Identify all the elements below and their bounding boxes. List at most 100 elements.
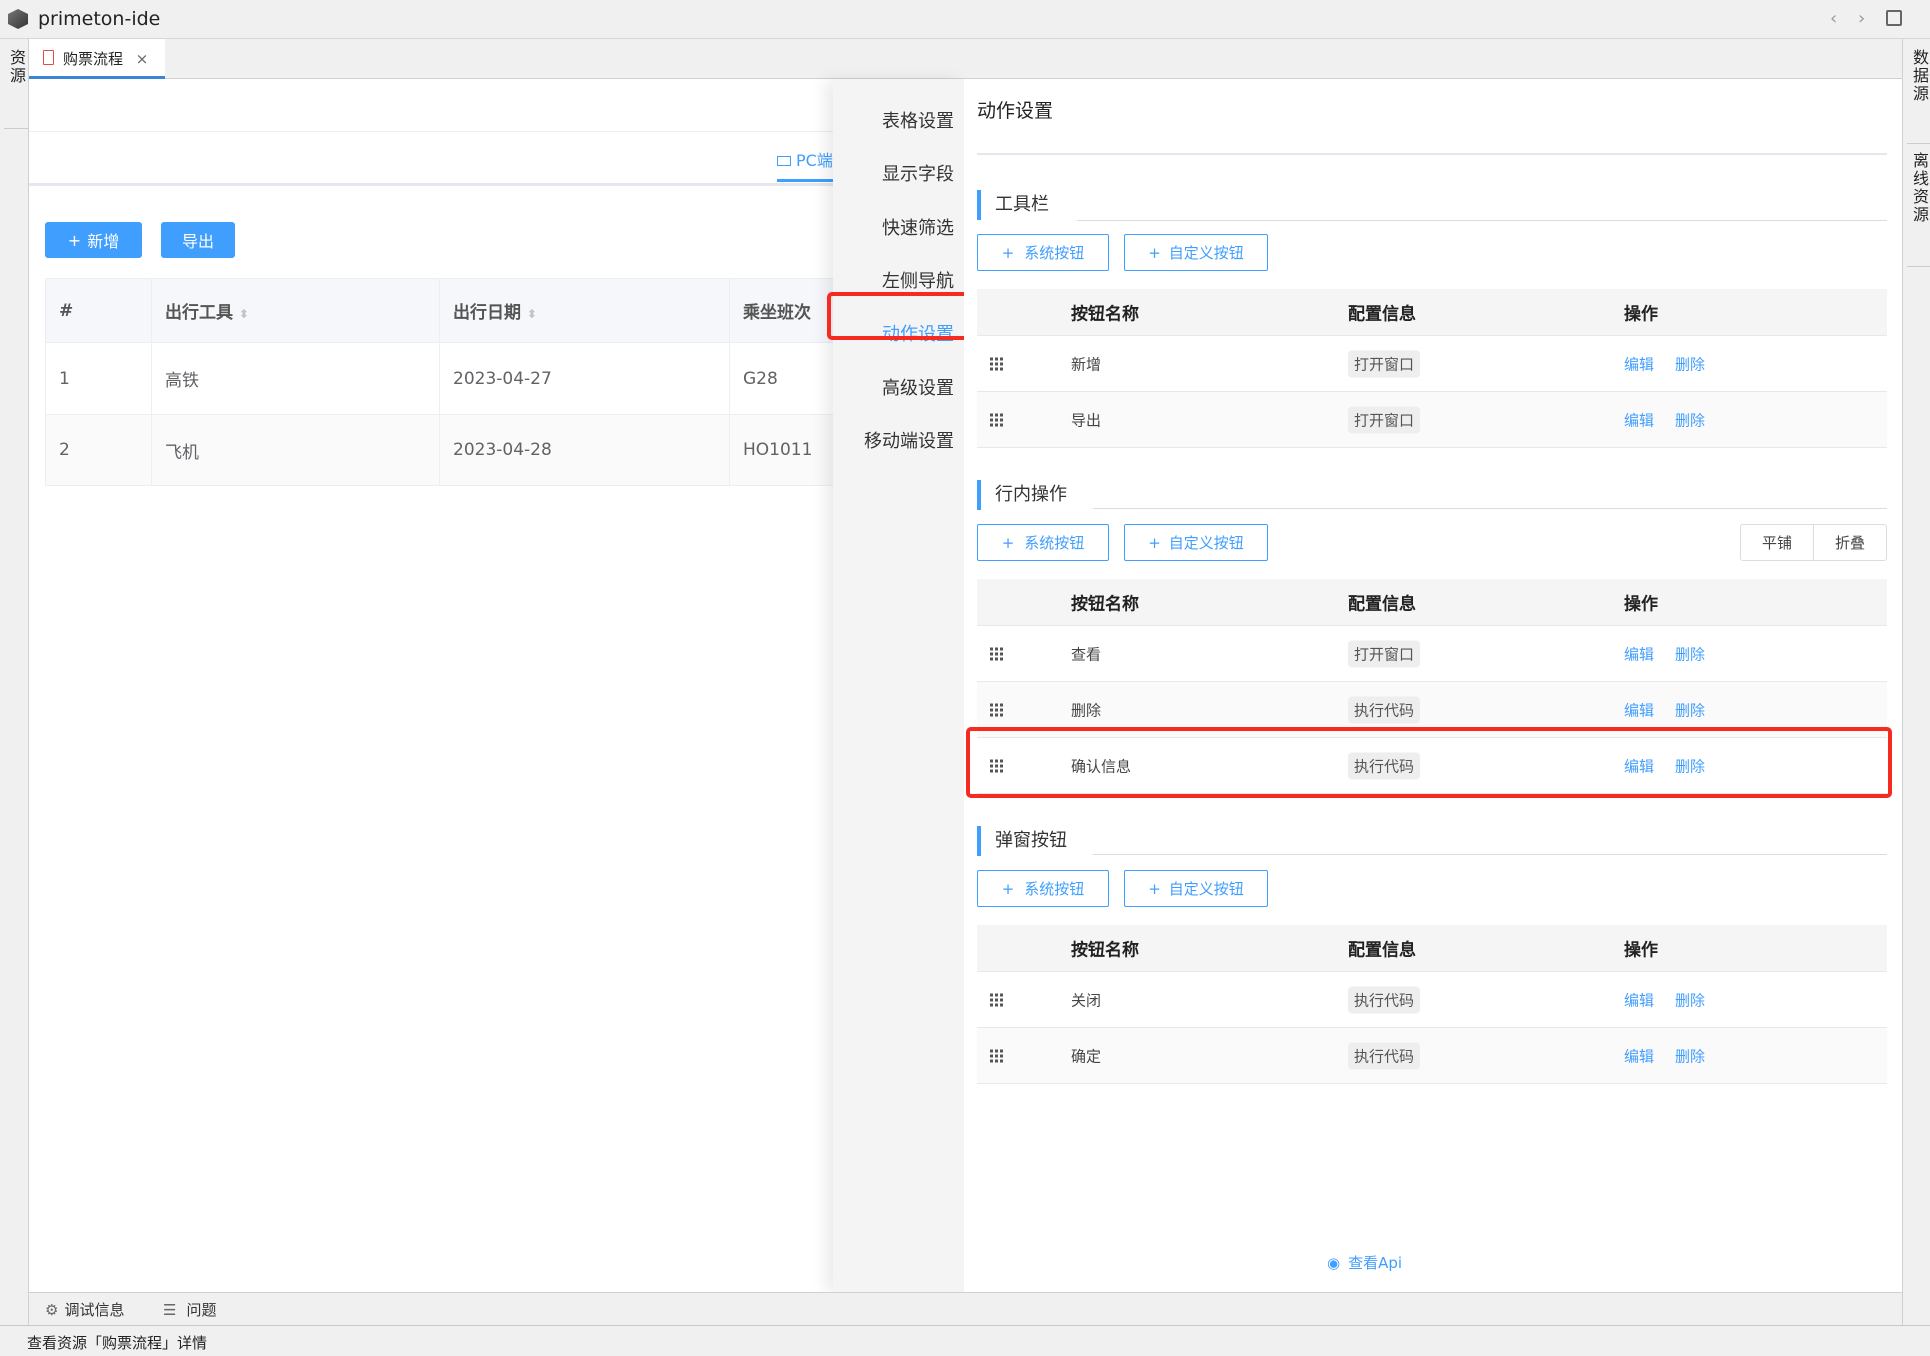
add-label: 新增 xyxy=(87,232,120,251)
drag-handle-icon[interactable] xyxy=(990,647,1003,660)
cell: 2 xyxy=(45,414,152,486)
edit-link[interactable]: 编辑 xyxy=(1624,355,1655,373)
action-row: 导出 打开窗口 编辑 删除 xyxy=(977,392,1887,448)
close-icon[interactable]: × xyxy=(135,50,149,68)
delete-link[interactable]: 删除 xyxy=(1675,1047,1706,1065)
edit-link[interactable]: 编辑 xyxy=(1624,411,1655,429)
app-title: primeton-ide xyxy=(38,8,161,30)
nav-item-5[interactable]: 高级设置 xyxy=(882,378,954,399)
drag-handle-icon[interactable] xyxy=(990,413,1003,426)
drag-handle-icon[interactable] xyxy=(990,993,1003,1006)
nav-item-1[interactable]: 显示字段 xyxy=(882,164,954,185)
button-name: 查看 xyxy=(1071,645,1102,663)
delete-link[interactable]: 删除 xyxy=(1675,355,1706,373)
editor-tabs: 购票流程 × xyxy=(29,39,1902,79)
highlight-box-nav xyxy=(827,292,971,340)
config-tag: 执行代码 xyxy=(1348,1042,1421,1069)
col-name: 按钮名称 xyxy=(1071,940,1139,961)
table-header: 按钮名称 配置信息 操作 xyxy=(977,289,1887,336)
back-icon[interactable]: ‹ xyxy=(1830,8,1838,29)
button-name: 新增 xyxy=(1071,355,1102,373)
config-tag: 执行代码 xyxy=(1348,752,1421,779)
drag-handle-icon[interactable] xyxy=(990,759,1003,772)
delete-link[interactable]: 删除 xyxy=(1675,411,1706,429)
add-custom-button[interactable]: + 自定义按钮 xyxy=(1124,524,1268,561)
edit-link[interactable]: 编辑 xyxy=(1624,701,1655,719)
sort-icon[interactable]: ⬍ xyxy=(238,307,249,321)
cell: 2023-04-27 xyxy=(439,342,730,415)
debug-tab[interactable]: ⚙ 调试信息 xyxy=(45,1299,124,1320)
left-sidebar: 资源 xyxy=(0,39,29,1325)
debug-label: 调试信息 xyxy=(64,1301,125,1319)
cell: 2023-04-28 xyxy=(439,414,730,486)
button-name: 确认信息 xyxy=(1071,757,1132,775)
nav-item-0[interactable]: 表格设置 xyxy=(882,111,954,132)
sort-icon[interactable]: ⬍ xyxy=(526,307,537,321)
add-button[interactable]: + 新增 xyxy=(45,222,142,258)
delete-link[interactable]: 删除 xyxy=(1675,991,1706,1009)
col-date[interactable]: 出行日期 ⬍ xyxy=(439,278,730,343)
delete-link[interactable]: 删除 xyxy=(1675,645,1706,663)
resources-tab[interactable]: 资源 xyxy=(4,49,28,129)
add-custom-button[interactable]: + 自定义按钮 xyxy=(1124,870,1268,907)
drag-handle-icon[interactable] xyxy=(990,1049,1003,1062)
add-custom-button[interactable]: + 自定义按钮 xyxy=(1124,234,1268,271)
add-system-button[interactable]: + 系统按钮 xyxy=(977,234,1109,271)
col-tool-label: 出行工具 xyxy=(165,303,233,323)
problems-tab[interactable]: ☰ 问题 xyxy=(163,1299,216,1320)
delete-link[interactable]: 删除 xyxy=(1675,701,1706,719)
config-tag: 打开窗口 xyxy=(1348,640,1421,667)
tab-ticket-flow[interactable]: 购票流程 × xyxy=(29,39,165,79)
view-api-link[interactable]: ◉ 查看Api xyxy=(1327,1252,1402,1273)
col-date-label: 出行日期 xyxy=(453,303,521,323)
col-config: 配置信息 xyxy=(1348,940,1416,961)
nav-item-2[interactable]: 快速筛选 xyxy=(882,218,954,239)
col-name: 按钮名称 xyxy=(1071,594,1139,615)
config-tag: 执行代码 xyxy=(1348,986,1421,1013)
delete-link[interactable]: 删除 xyxy=(1675,757,1706,775)
edit-link[interactable]: 编辑 xyxy=(1624,757,1655,775)
tile-button[interactable]: 平铺 xyxy=(1741,525,1814,560)
add-system-button[interactable]: + 系统按钮 xyxy=(977,524,1109,561)
section-title: 行内操作 xyxy=(977,480,1067,510)
problems-label: 问题 xyxy=(186,1301,217,1319)
forward-icon[interactable]: › xyxy=(1858,8,1866,29)
col-tool[interactable]: 出行工具 ⬍ xyxy=(151,278,440,343)
action-row: 关闭 执行代码 编辑 删除 xyxy=(977,972,1887,1028)
add-system-label: 系统按钮 xyxy=(1024,880,1085,898)
plus-icon: + xyxy=(1001,879,1015,898)
add-system-button[interactable]: + 系统按钮 xyxy=(977,870,1109,907)
edit-link[interactable]: 编辑 xyxy=(1624,991,1655,1009)
datasource-tab[interactable]: 数据源 xyxy=(1907,49,1930,144)
col-ops: 操作 xyxy=(1624,940,1658,961)
col-name: 按钮名称 xyxy=(1071,304,1139,325)
settings-nav: 表格设置 显示字段 快速筛选 左侧导航 动作设置 高级设置 移动端设置 xyxy=(833,79,964,1292)
edit-link[interactable]: 编辑 xyxy=(1624,645,1655,663)
tab-label: 购票流程 xyxy=(63,50,124,68)
export-button[interactable]: 导出 xyxy=(161,222,235,258)
add-custom-label: 自定义按钮 xyxy=(1168,244,1244,262)
nav-item-6[interactable]: 移动端设置 xyxy=(864,431,954,452)
tab-pc-label: PC端 xyxy=(796,151,833,170)
col-ops: 操作 xyxy=(1624,594,1658,615)
plus-icon: + xyxy=(1148,243,1161,262)
table-header: 按钮名称 配置信息 操作 xyxy=(977,925,1887,972)
drag-handle-icon[interactable] xyxy=(990,703,1003,716)
settings-panel: 动作设置 工具栏 + 系统按钮 + 自定义按钮 按钮名称 配置信息 操作 新增 打开窗口… xyxy=(964,79,1902,1292)
table-row: 2 飞机 2023-04-28 HO1011 xyxy=(45,414,865,486)
right-sidebar: 数据源 离线资源 xyxy=(1902,39,1930,1325)
add-custom-label: 自定义按钮 xyxy=(1168,534,1244,552)
edit-link[interactable]: 编辑 xyxy=(1624,1047,1655,1065)
tab-pc[interactable]: PC端 xyxy=(777,147,837,182)
nav-item-3[interactable]: 左侧导航 xyxy=(882,271,954,292)
panel-title: 动作设置 xyxy=(977,100,1054,122)
action-row: 新增 打开窗口 编辑 删除 xyxy=(977,336,1887,392)
table-row: 1 高铁 2023-04-27 G28 xyxy=(45,342,865,415)
offline-resources-tab[interactable]: 离线资源 xyxy=(1907,152,1930,267)
config-tag: 打开窗口 xyxy=(1348,350,1421,377)
fold-button[interactable]: 折叠 xyxy=(1834,534,1865,552)
export-label: 导出 xyxy=(181,232,214,251)
drag-handle-icon[interactable] xyxy=(990,357,1003,370)
save-icon[interactable] xyxy=(1886,10,1902,26)
config-tag: 执行代码 xyxy=(1348,696,1421,723)
